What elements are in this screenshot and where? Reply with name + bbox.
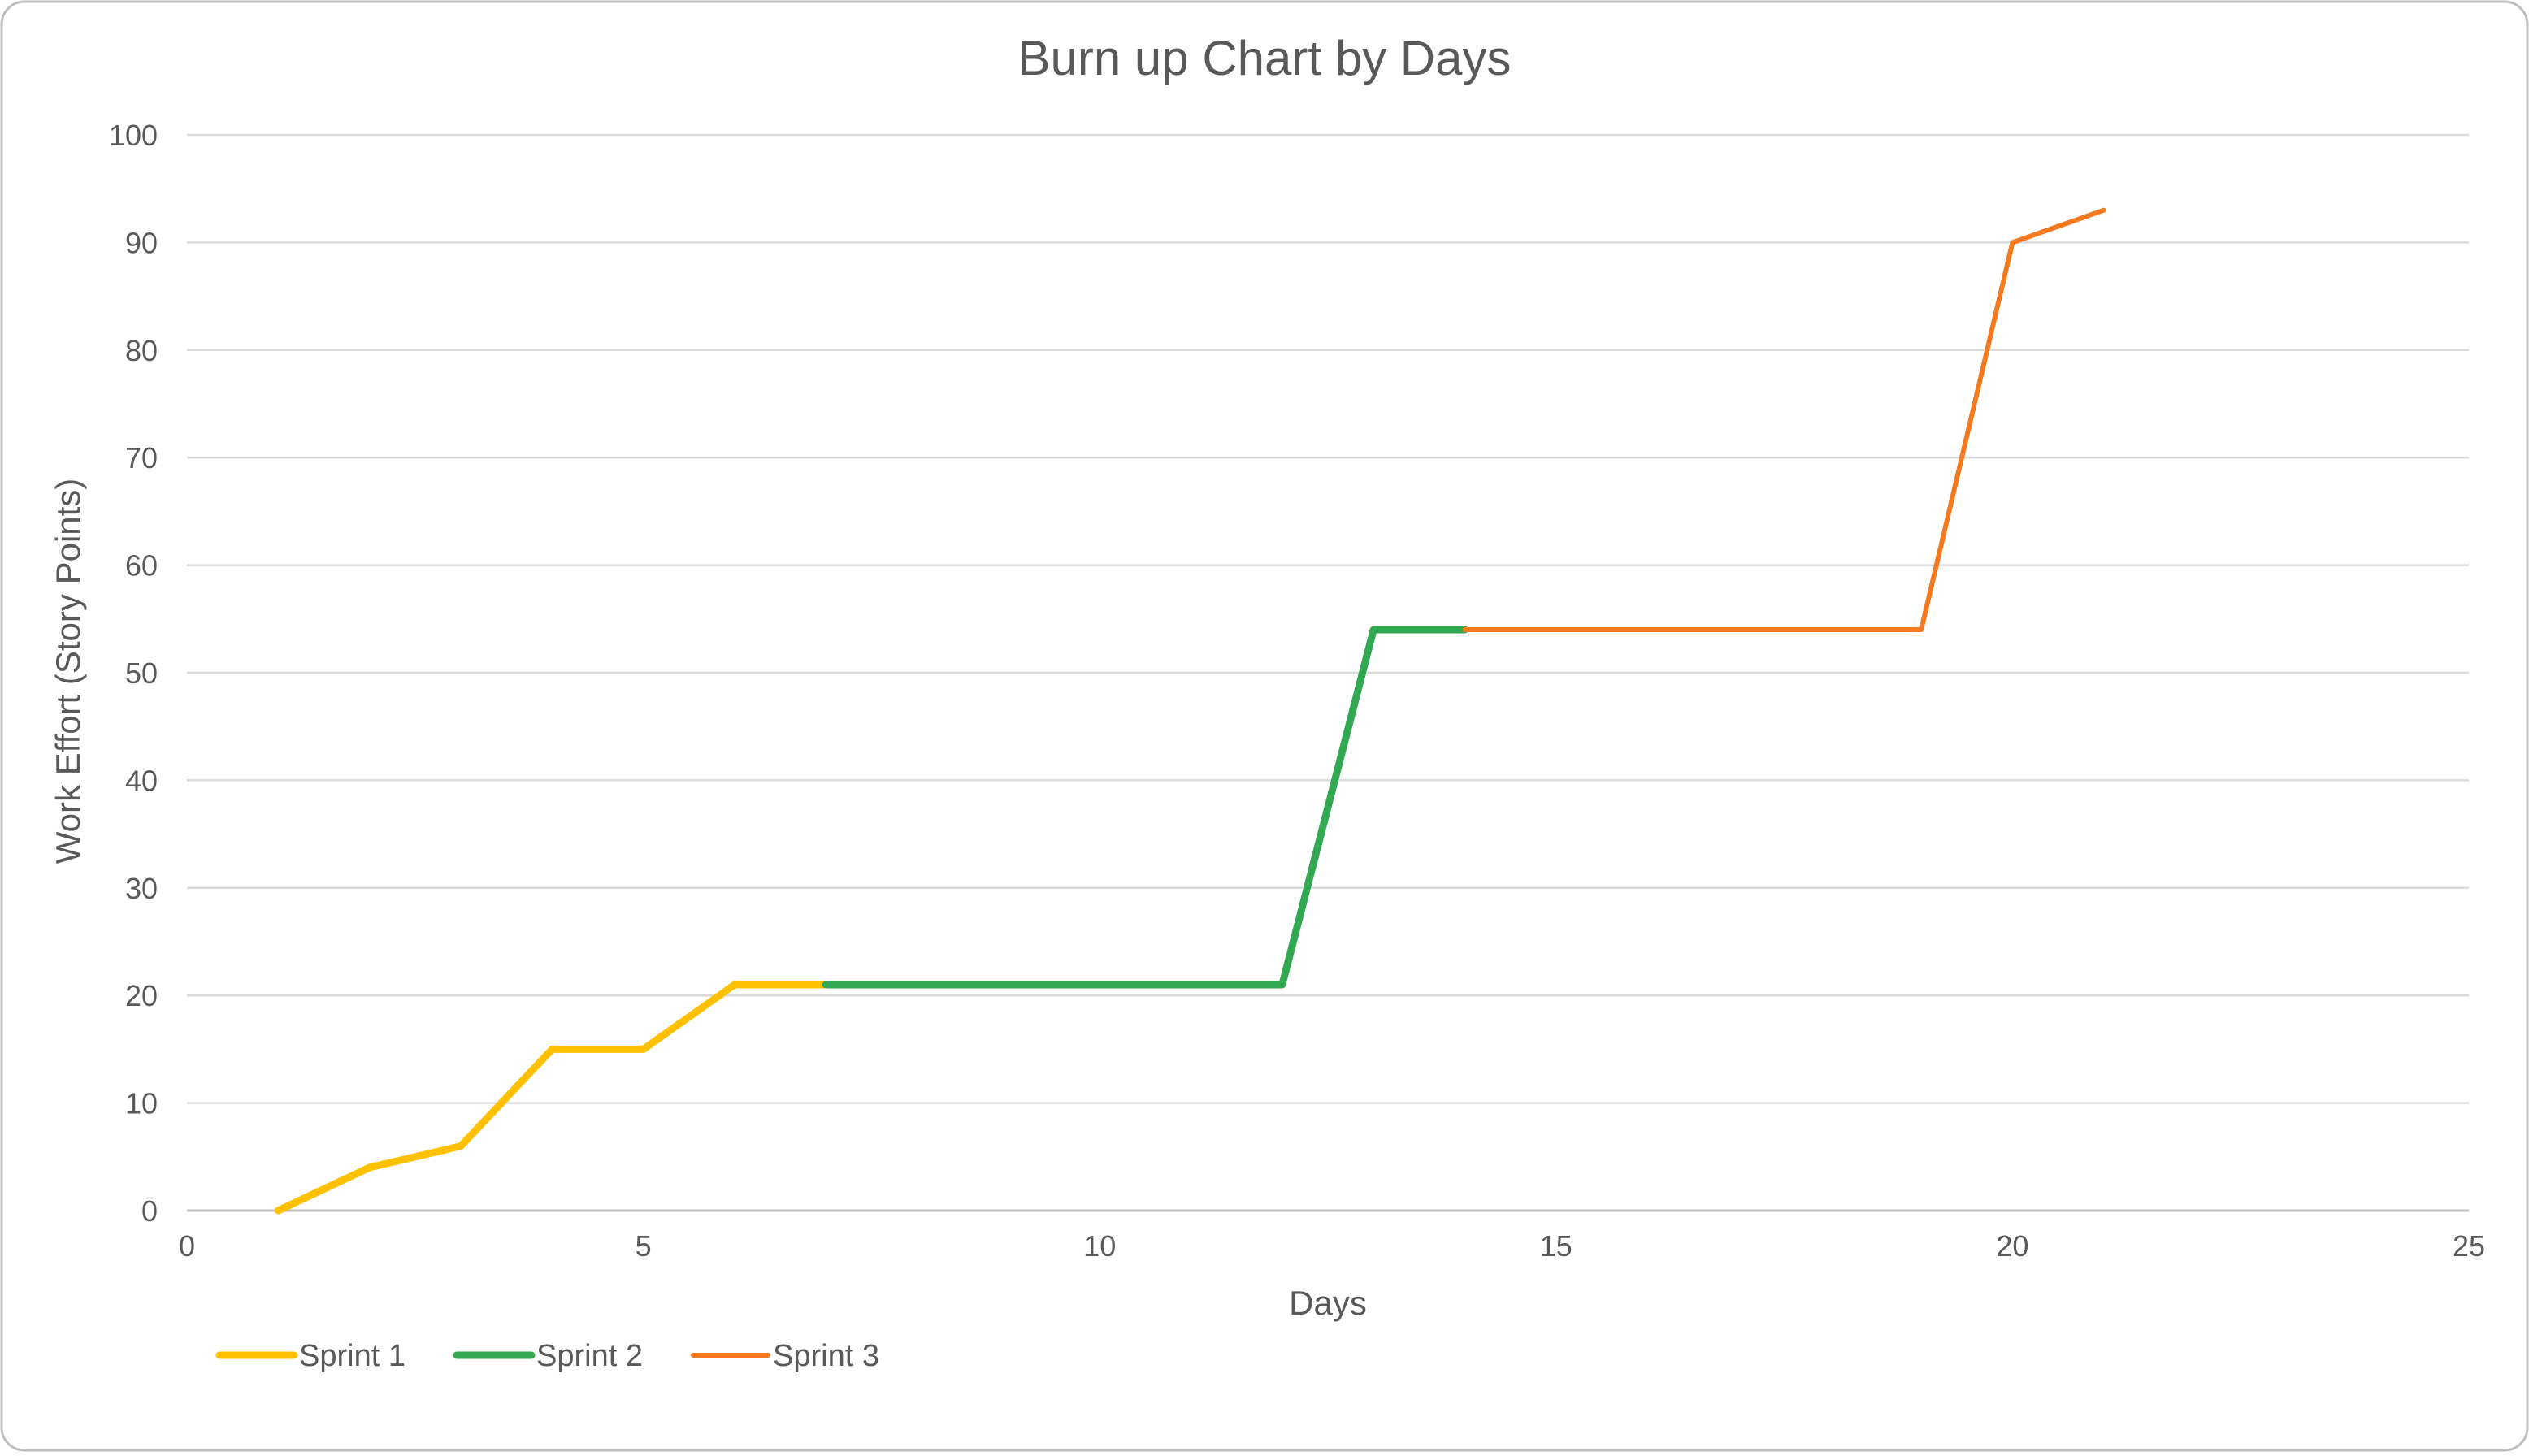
x-axis-title: Days (1289, 1284, 1367, 1322)
x-tick-labels: 0 5 10 15 20 25 (179, 1229, 2485, 1263)
legend-label-sprint-1: Sprint 1 (299, 1339, 406, 1373)
legend: Sprint 1 Sprint 2 Sprint 3 (215, 1339, 879, 1373)
legend-label-sprint-2: Sprint 2 (536, 1339, 643, 1373)
y-tick-label: 60 (125, 549, 158, 583)
series-lines (274, 207, 2106, 1215)
legend-label-sprint-3: Sprint 3 (773, 1339, 879, 1373)
series-line-sprint-1 (274, 981, 830, 1215)
chart-title: Burn up Chart by Days (1018, 31, 1512, 85)
x-tick-label: 20 (1996, 1229, 2028, 1263)
y-tick-label: 20 (125, 979, 158, 1012)
series-line-sprint-3 (1462, 207, 2106, 632)
x-tick-label: 15 (1540, 1229, 1572, 1263)
x-tick-label: 0 (179, 1229, 195, 1263)
y-tick-label: 50 (125, 656, 158, 690)
y-tick-label: 10 (125, 1087, 158, 1120)
series-line-sprint-2 (822, 626, 1468, 989)
y-axis-title: Work Effort (Story Points) (49, 479, 87, 864)
y-tick-label: 70 (125, 441, 158, 474)
x-tick-label: 25 (2453, 1229, 2485, 1263)
y-tick-label: 90 (125, 226, 158, 259)
x-tick-label: 10 (1083, 1229, 1116, 1263)
y-tick-labels: 0 10 20 30 40 50 60 70 80 90 100 (109, 119, 158, 1228)
y-tick-label: 40 (125, 764, 158, 797)
y-tick-label: 0 (141, 1194, 158, 1228)
y-tick-label: 80 (125, 334, 158, 367)
y-tick-label: 30 (125, 872, 158, 905)
y-tick-label: 100 (109, 119, 158, 152)
gridlines (187, 133, 2469, 1212)
x-tick-label: 5 (636, 1229, 652, 1263)
